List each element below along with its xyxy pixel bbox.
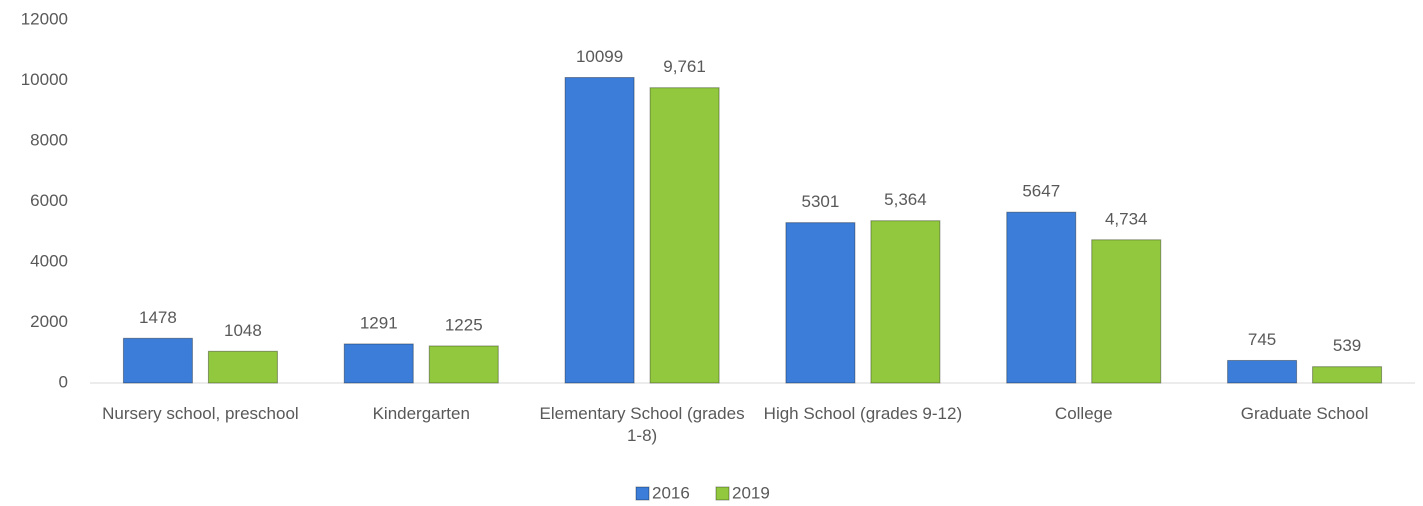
data-label: 1478	[139, 308, 177, 327]
bar	[1091, 239, 1162, 384]
data-label: 1225	[445, 315, 483, 334]
legend-swatch	[715, 486, 730, 501]
bar	[1312, 366, 1383, 384]
data-label: 5647	[1022, 182, 1060, 201]
y-tick-label: 0	[59, 372, 68, 391]
y-tick-label: 2000	[30, 312, 68, 331]
data-label: 5301	[802, 192, 840, 211]
bar	[649, 87, 720, 384]
data-label: 9,761	[663, 57, 706, 76]
x-tick-label: High School (grades 9-12)	[763, 404, 963, 423]
data-label: 10099	[576, 47, 623, 66]
y-tick-label: 10000	[21, 70, 68, 89]
x-tick-label: Kindergarten	[372, 404, 470, 423]
y-tick-label: 12000	[21, 9, 68, 28]
bar	[1006, 211, 1077, 384]
bar	[785, 222, 856, 384]
data-label: 1048	[224, 321, 262, 340]
data-label: 4,734	[1105, 209, 1148, 228]
x-tick-label: Nursery school, preschool	[102, 404, 299, 423]
bar	[122, 337, 193, 384]
bar	[343, 343, 414, 384]
bar	[428, 345, 499, 384]
bar	[870, 220, 941, 384]
x-tick-label: College	[1054, 404, 1113, 423]
y-tick-label: 8000	[30, 130, 68, 149]
y-tick-label: 6000	[30, 191, 68, 210]
legend-label: 2016	[652, 483, 690, 502]
data-label: 1291	[360, 313, 398, 332]
x-tick-label: Graduate School	[1240, 404, 1369, 423]
bar	[564, 77, 635, 384]
data-label: 745	[1248, 330, 1276, 349]
x-tick-label: Elementary School (grades 1-8)	[539, 404, 745, 445]
legend-label: 2019	[732, 483, 770, 502]
bar	[1227, 359, 1298, 384]
legend-swatch	[635, 486, 650, 501]
data-label: 5,364	[884, 190, 927, 209]
bar	[207, 350, 278, 384]
data-label: 539	[1333, 336, 1361, 355]
y-tick-label: 4000	[30, 251, 68, 270]
